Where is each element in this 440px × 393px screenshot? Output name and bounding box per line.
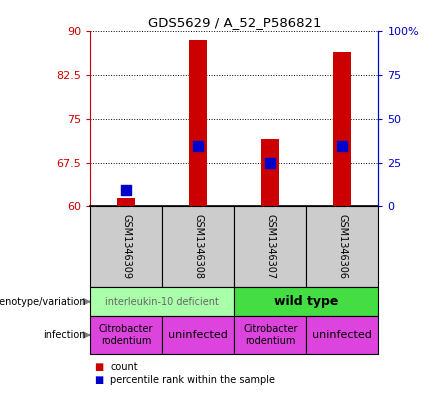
Text: GSM1346307: GSM1346307 xyxy=(265,214,275,279)
Point xyxy=(267,160,274,166)
Text: GSM1346308: GSM1346308 xyxy=(193,214,203,279)
Text: Citrobacter
rodentium: Citrobacter rodentium xyxy=(99,324,154,346)
Title: GDS5629 / A_52_P586821: GDS5629 / A_52_P586821 xyxy=(147,16,321,29)
Text: uninfected: uninfected xyxy=(312,330,372,340)
Text: count: count xyxy=(110,362,138,373)
Text: infection: infection xyxy=(43,330,86,340)
Text: GSM1346306: GSM1346306 xyxy=(337,214,347,279)
Bar xyxy=(334,52,352,206)
Point xyxy=(195,143,202,149)
Text: ■: ■ xyxy=(95,375,104,386)
Bar xyxy=(117,198,135,206)
Text: uninfected: uninfected xyxy=(169,330,228,340)
Point xyxy=(339,143,346,149)
Text: ■: ■ xyxy=(95,362,104,373)
Point xyxy=(123,187,130,193)
Bar xyxy=(261,139,279,206)
Text: Citrobacter
rodentium: Citrobacter rodentium xyxy=(243,324,297,346)
Text: genotype/variation: genotype/variation xyxy=(0,297,86,307)
Text: GSM1346309: GSM1346309 xyxy=(121,214,131,279)
Text: interleukin-10 deficient: interleukin-10 deficient xyxy=(105,297,219,307)
Text: wild type: wild type xyxy=(274,295,338,308)
Bar xyxy=(189,40,207,206)
Text: percentile rank within the sample: percentile rank within the sample xyxy=(110,375,275,386)
